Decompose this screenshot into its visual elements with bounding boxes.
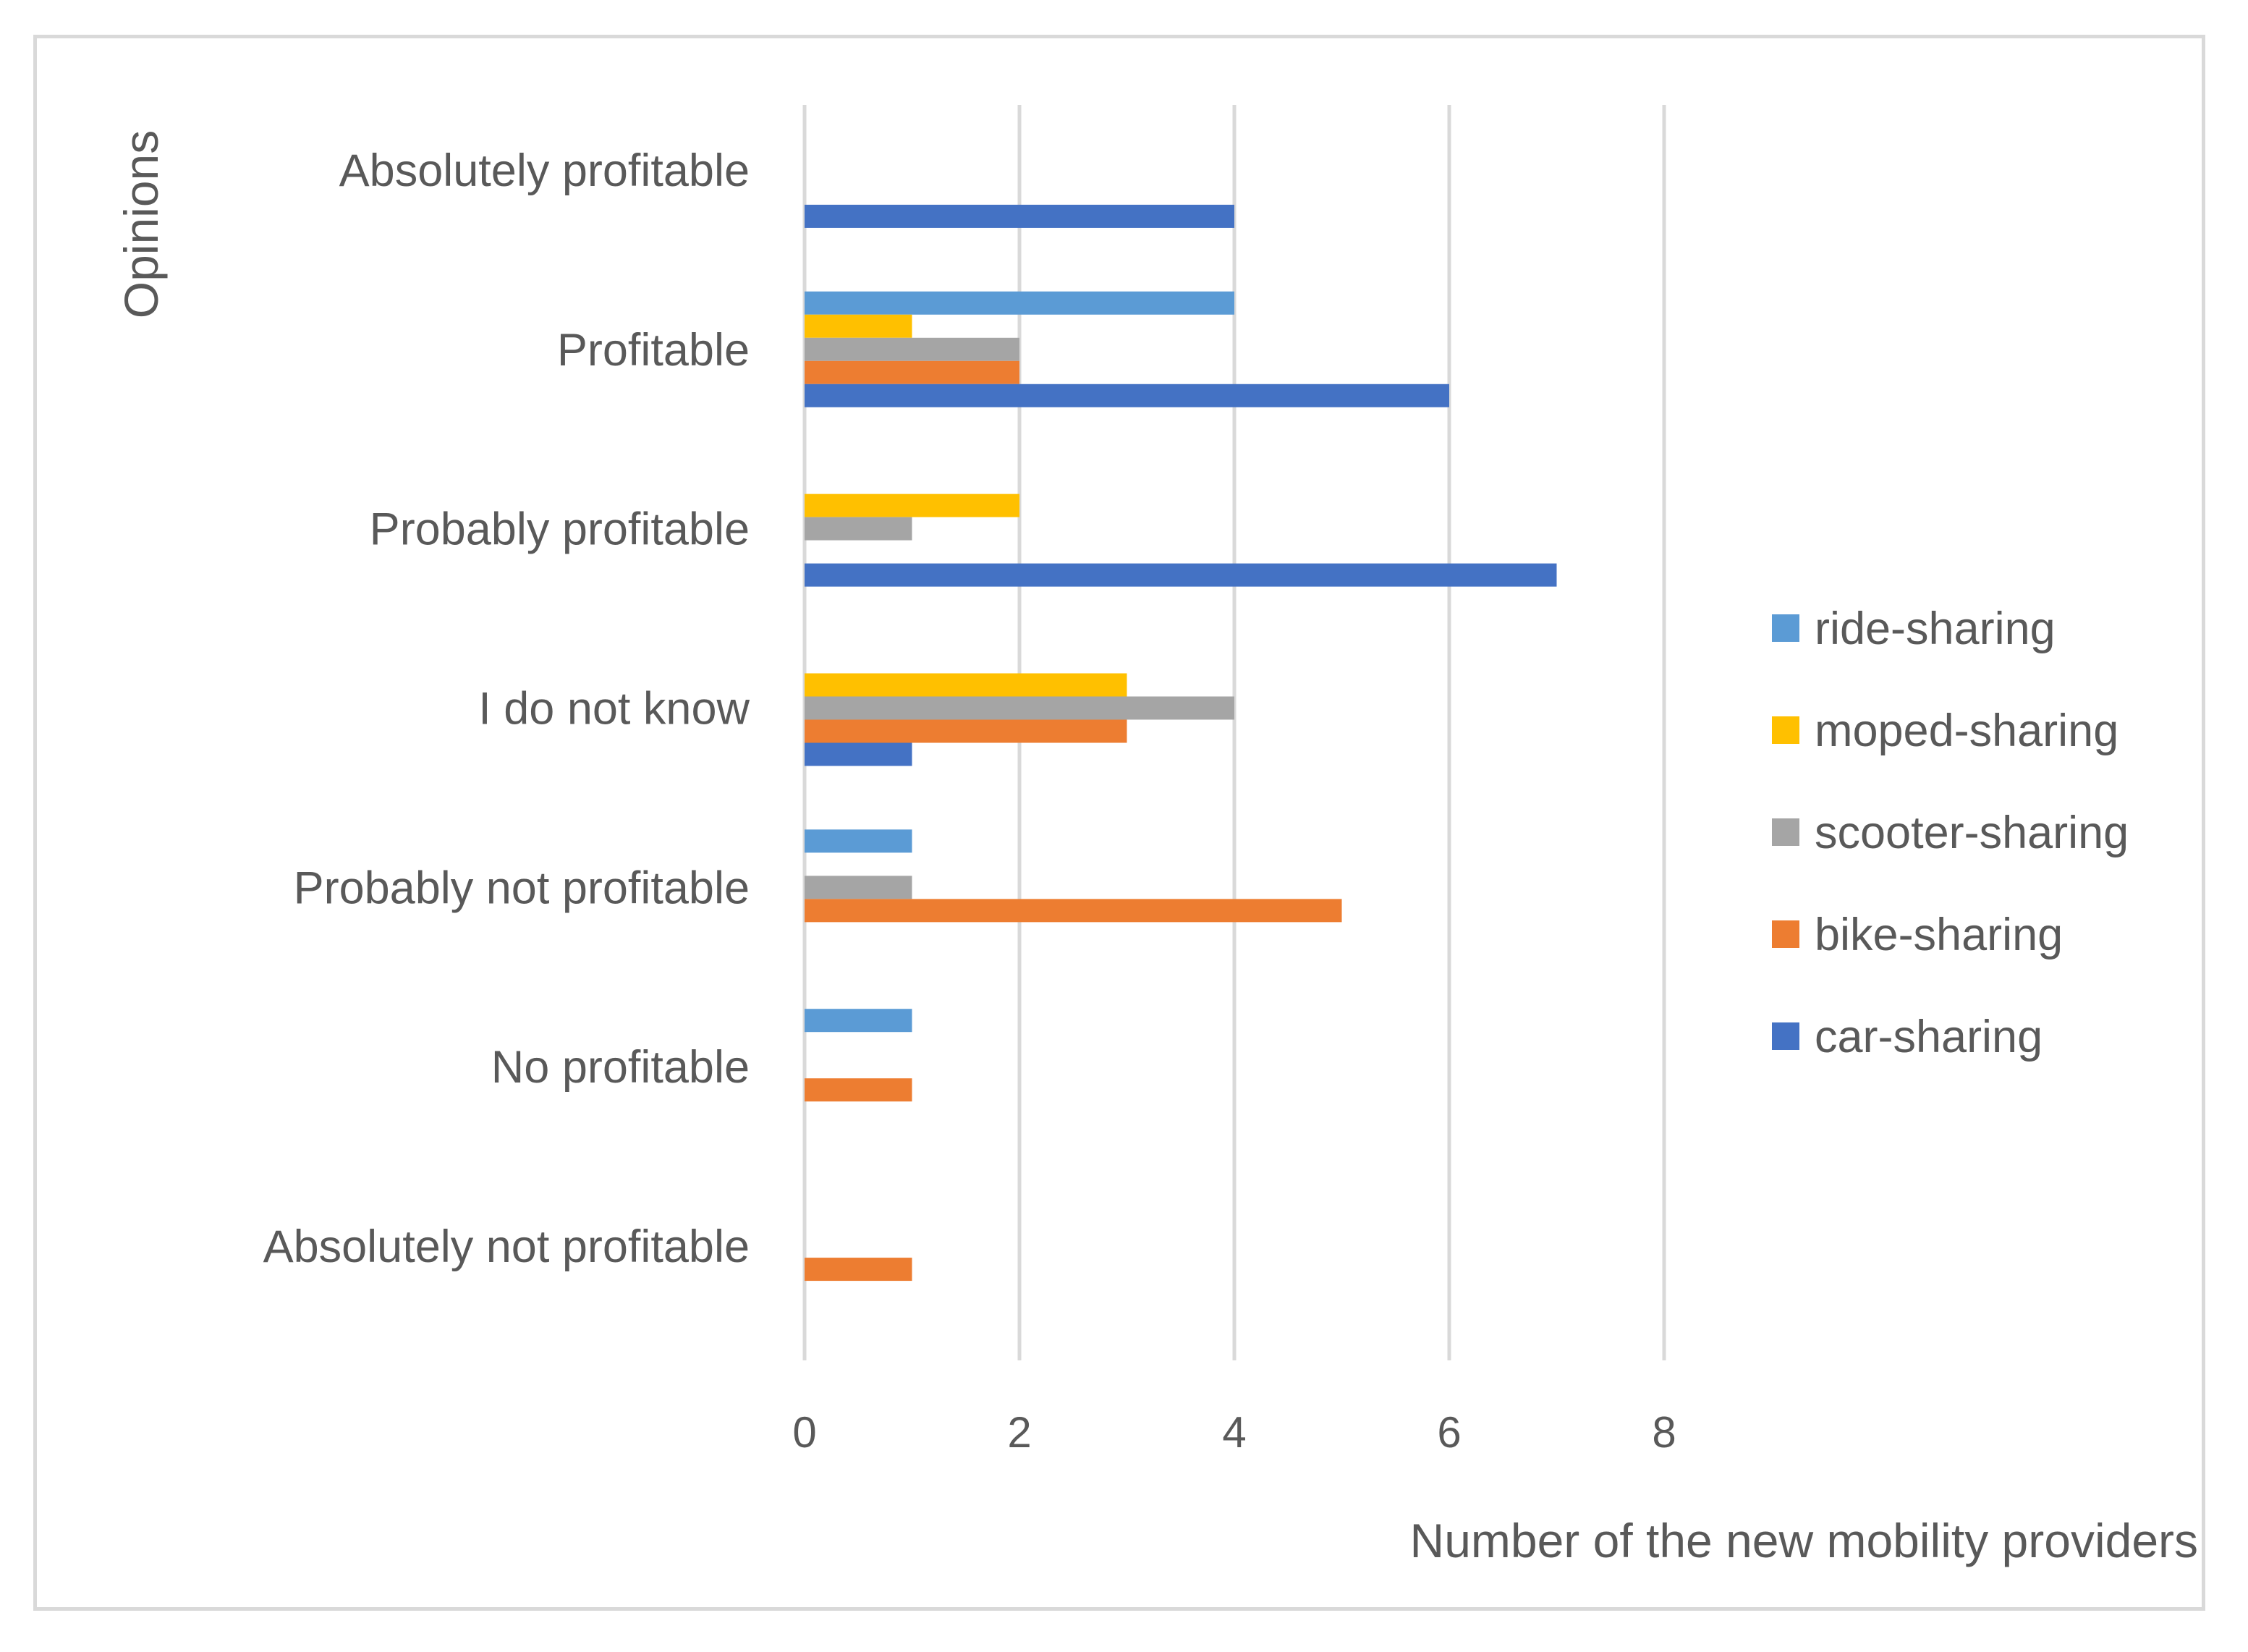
legend-label-car-sharing: car-sharing xyxy=(1815,1012,2043,1062)
bar-scooter-sharing-i-do-not-know xyxy=(805,696,1234,720)
legend-label-ride-sharing: ride-sharing xyxy=(1815,603,2056,654)
x-tick-labels: 0 2 4 6 8 xyxy=(792,1408,1676,1457)
category-label-no-profitable: No profitable xyxy=(491,1042,750,1093)
category-label-absolutely-profitable: Absolutely profitable xyxy=(339,145,750,196)
legend-label-scooter-sharing: scooter-sharing xyxy=(1815,808,2129,858)
bar-bike-sharing-absolutely-not-profitable xyxy=(805,1258,912,1282)
x-axis-title: Number of the new mobility providers xyxy=(1410,1514,2198,1567)
legend: ride-sharing moped-sharing scooter-sharing… xyxy=(1772,603,2129,1062)
legend-swatch-ride-sharing xyxy=(1772,614,1799,642)
bar-car-sharing-absolutely-profitable xyxy=(805,204,1234,228)
legend-label-moped-sharing: moped-sharing xyxy=(1815,706,2118,756)
bar-bike-sharing-i-do-not-know xyxy=(805,719,1127,743)
category-label-profitable: Profitable xyxy=(557,325,750,376)
bar-moped-sharing-profitable xyxy=(805,314,912,338)
bar-car-sharing-profitable xyxy=(805,384,1449,407)
bar-bike-sharing-profitable xyxy=(805,360,1019,384)
x-tick-8: 8 xyxy=(1652,1408,1676,1457)
bar-car-sharing-i-do-not-know xyxy=(805,742,912,766)
x-tick-4: 4 xyxy=(1222,1408,1246,1457)
x-tick-6: 6 xyxy=(1437,1408,1461,1457)
category-label-probably-profitable: Probably profitable xyxy=(370,504,750,555)
category-label-probably-not-profitable: Probably not profitable xyxy=(294,863,750,913)
category-labels: Absolutely profitable Profitable Probably … xyxy=(263,145,750,1272)
bar-bike-sharing-probably-not-profitable xyxy=(805,899,1342,923)
bar-moped-sharing-probably-profitable xyxy=(805,494,1019,517)
bar-moped-sharing-i-do-not-know xyxy=(805,673,1127,697)
legend-swatch-bike-sharing xyxy=(1772,920,1799,948)
x-tick-0: 0 xyxy=(792,1408,816,1457)
y-axis-title: Opinions xyxy=(114,130,168,319)
legend-label-bike-sharing: bike-sharing xyxy=(1815,910,2063,960)
category-label-absolutely-not-profitable: Absolutely not profitable xyxy=(263,1221,750,1272)
bar-bike-sharing-no-profitable xyxy=(805,1078,912,1102)
bar-ride-sharing-profitable xyxy=(805,291,1234,315)
bars xyxy=(805,204,1557,1282)
legend-swatch-moped-sharing xyxy=(1772,716,1799,744)
x-tick-2: 2 xyxy=(1007,1408,1031,1457)
chart-frame xyxy=(33,35,2205,1611)
legend-swatch-car-sharing xyxy=(1772,1022,1799,1050)
bar-scooter-sharing-profitable xyxy=(805,337,1019,361)
bar-scooter-sharing-probably-profitable xyxy=(805,517,912,541)
bar-car-sharing-probably-profitable xyxy=(805,563,1557,587)
legend-swatch-scooter-sharing xyxy=(1772,818,1799,846)
bar-scooter-sharing-probably-not-profitable xyxy=(805,876,912,899)
category-label-i-do-not-know: I do not know xyxy=(478,684,750,734)
bar-ride-sharing-no-profitable xyxy=(805,1009,912,1033)
bar-ride-sharing-probably-not-profitable xyxy=(805,829,912,853)
